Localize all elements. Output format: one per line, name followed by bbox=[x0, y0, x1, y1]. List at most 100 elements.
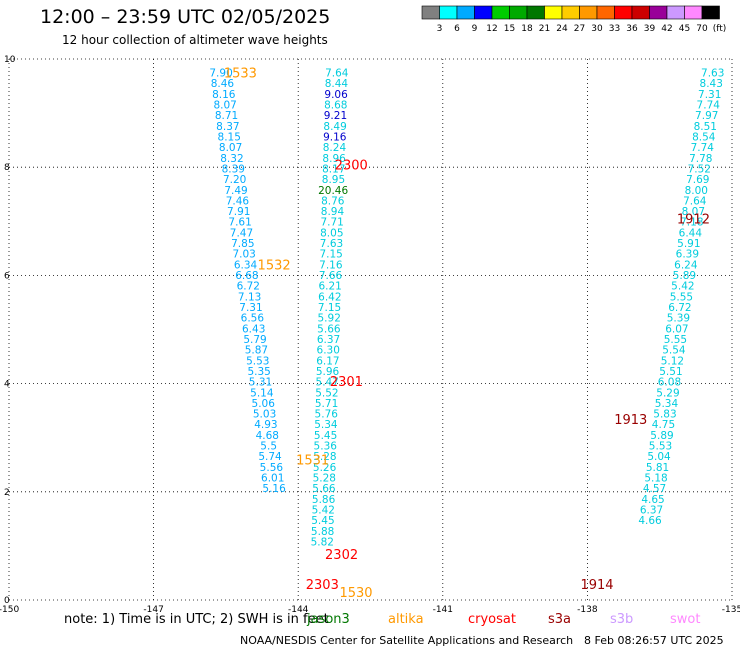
track-time-label: 1912 bbox=[677, 213, 710, 228]
wave-height-value: 7.63 bbox=[701, 68, 724, 80]
wave-height-value: 5.66 bbox=[312, 483, 336, 495]
wave-height-value: 5.55 bbox=[664, 334, 687, 346]
colorbar-swatch bbox=[509, 5, 528, 20]
wave-height-value: 5.45 bbox=[314, 430, 337, 442]
y-tick-label: 0 bbox=[4, 596, 10, 606]
wave-height-value: 5.81 bbox=[646, 462, 669, 474]
track-time-label: 2301 bbox=[330, 375, 363, 390]
y-tick-label: 10 bbox=[4, 55, 16, 65]
wave-height-value: 5.06 bbox=[252, 398, 276, 410]
wave-height-value: 4.66 bbox=[638, 515, 662, 527]
track-time-label: 1914 bbox=[580, 578, 613, 593]
wave-height-value: 5.16 bbox=[262, 483, 286, 495]
wave-height-value: 5.96 bbox=[316, 366, 340, 378]
colorbar-swatch bbox=[474, 5, 493, 20]
wave-height-value: 8.39 bbox=[222, 163, 245, 175]
wave-height-value: 5.53 bbox=[246, 355, 269, 367]
y-tick-label: 2 bbox=[4, 488, 10, 498]
wave-height-value: 5.28 bbox=[313, 473, 336, 485]
wave-height-value: 5.28 bbox=[313, 451, 336, 463]
wave-height-value: 6.07 bbox=[665, 323, 688, 335]
wave-height-value: 5.55 bbox=[670, 291, 693, 303]
wave-height-value: 8.05 bbox=[320, 227, 343, 239]
wave-height-value: 5.56 bbox=[260, 462, 284, 474]
wave-height-value: 7.16 bbox=[319, 259, 343, 271]
wave-height-value: 7.91 bbox=[227, 206, 250, 218]
wave-height-value: 5.34 bbox=[655, 398, 679, 410]
wave-height-value: 7.49 bbox=[224, 185, 247, 197]
wave-height-value: 5.53 bbox=[649, 441, 672, 453]
y-tick-label: 8 bbox=[4, 163, 10, 173]
colorbar-swatch bbox=[544, 5, 563, 20]
wave-height-value: 6.43 bbox=[242, 323, 265, 335]
wave-height-value: 8.54 bbox=[692, 131, 716, 143]
wave-height-value: 7.18 bbox=[680, 217, 703, 229]
wave-height-value: 5.31 bbox=[249, 377, 272, 389]
wave-height-value: 6.37 bbox=[317, 334, 340, 346]
wave-height-value: 8.07 bbox=[682, 206, 705, 218]
colorbar-tick-label: 30 bbox=[591, 24, 603, 34]
wave-height-value: 5.14 bbox=[250, 387, 274, 399]
wave-height-value: 6.17 bbox=[316, 355, 339, 367]
track-time-label: 2303 bbox=[306, 578, 339, 593]
wave-height-value: 7.15 bbox=[319, 249, 342, 261]
x-tick-label: -141 bbox=[433, 605, 453, 615]
wave-height-value: 4.57 bbox=[643, 483, 666, 495]
footer-note: note: 1) Time is in UTC; 2) SWH is in fe… bbox=[64, 612, 329, 627]
wave-height-value: 5.76 bbox=[315, 409, 339, 421]
wave-height-value: 5.91 bbox=[677, 238, 700, 250]
wave-height-value: 5.86 bbox=[312, 494, 336, 506]
wave-height-value: 9.06 bbox=[324, 89, 348, 101]
colorbar-tick-label: 3 bbox=[437, 24, 443, 34]
colorbar-swatch bbox=[439, 5, 458, 20]
wave-height-value: 5.29 bbox=[656, 387, 679, 399]
wave-height-value: 7.13 bbox=[238, 291, 261, 303]
wave-height-value: 5.42 bbox=[671, 281, 694, 293]
wave-height-value: 6.37 bbox=[640, 504, 663, 516]
wave-height-value: 7.03 bbox=[232, 249, 255, 261]
wave-height-value: 6.30 bbox=[317, 345, 340, 357]
y-tick-label: 4 bbox=[4, 380, 10, 390]
wave-height-value: 5.71 bbox=[315, 398, 338, 410]
x-tick-label: -150 bbox=[0, 605, 19, 615]
wave-height-value: 5.83 bbox=[653, 409, 676, 421]
wave-height-value: 5.12 bbox=[661, 355, 684, 367]
satellite-legend-cryosat: cryosat bbox=[468, 612, 516, 627]
wave-height-value: 5.5 bbox=[260, 441, 277, 453]
wave-height-value: 8.94 bbox=[321, 206, 345, 218]
wave-height-value: 8.44 bbox=[325, 78, 349, 90]
colorbar-tick-label: 15 bbox=[504, 24, 515, 34]
colorbar-swatch bbox=[596, 5, 615, 20]
wave-height-value: 4.65 bbox=[641, 494, 664, 506]
track-time-label: 1913 bbox=[614, 413, 647, 428]
wave-height-value: 6.39 bbox=[676, 249, 699, 261]
wave-height-value: 7.63 bbox=[320, 238, 343, 250]
satellite-legend-s3b: s3b bbox=[610, 612, 634, 627]
wave-height-value: 6.56 bbox=[241, 313, 265, 325]
track-time-label: 1530 bbox=[339, 586, 372, 601]
colorbar-swatch bbox=[421, 5, 440, 20]
wave-height-value: 6.08 bbox=[658, 377, 681, 389]
colorbar-swatch bbox=[631, 5, 650, 20]
wave-height-value: 6.44 bbox=[679, 227, 703, 239]
x-tick-label: -138 bbox=[577, 605, 598, 615]
wave-height-value: 8.15 bbox=[218, 131, 241, 143]
colorbar-tick-label: 42 bbox=[661, 24, 672, 34]
wave-height-value: 8.43 bbox=[700, 78, 723, 90]
colorbar-swatch bbox=[666, 5, 685, 20]
x-tick-label: -147 bbox=[143, 605, 163, 615]
wave-height-value: 7.90 bbox=[209, 68, 232, 80]
wave-height-value: 6.24 bbox=[674, 259, 698, 271]
wave-height-value: 7.74 bbox=[691, 142, 715, 154]
page-subtitle: 12 hour collection of altimeter wave hei… bbox=[62, 33, 328, 47]
wave-height-value: 5.74 bbox=[258, 451, 282, 463]
colorbar-tick-label: 9 bbox=[472, 24, 478, 34]
wave-height-value: 7.47 bbox=[230, 227, 253, 239]
wave-height-value: 5.82 bbox=[311, 536, 334, 548]
colorbar-tick-label: 27 bbox=[574, 24, 585, 34]
colorbar-tick-label: (ft) bbox=[713, 24, 727, 34]
wave-height-value: 7.31 bbox=[698, 89, 721, 101]
wave-height-value: 6.72 bbox=[668, 302, 691, 314]
wave-height-value: 7.52 bbox=[688, 163, 711, 175]
wave-height-value: 7.61 bbox=[228, 217, 251, 229]
